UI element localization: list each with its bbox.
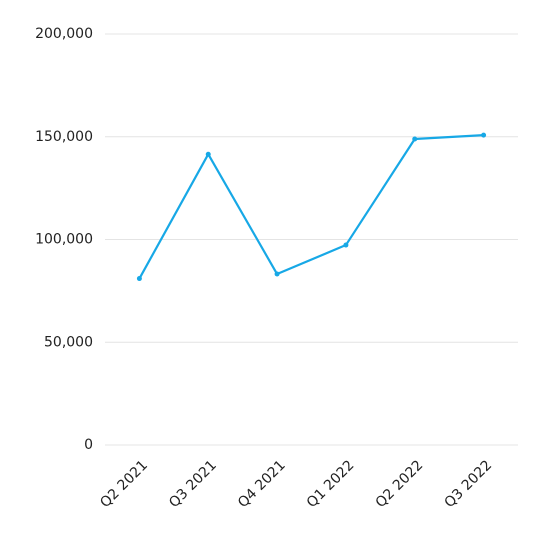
y-tick-label: 100,000: [35, 232, 93, 248]
y-tick-label: 50,000: [44, 334, 93, 350]
point: [274, 271, 280, 277]
x-tick-label: Q3 2022: [441, 457, 495, 511]
y-tick-label: 150,000: [35, 129, 93, 145]
point: [343, 242, 349, 248]
point: [136, 276, 142, 282]
y-tick-label: 200,000: [35, 26, 93, 42]
point: [481, 132, 487, 138]
x-tick-label: Q2 2022: [373, 457, 427, 511]
x-tick-label: Q1 2022: [304, 457, 358, 511]
point: [205, 151, 211, 157]
line: [138, 134, 484, 280]
x-tick-label: Q3 2021: [166, 457, 220, 511]
x-tick-label: Q2 2021: [97, 457, 151, 511]
point: [412, 136, 418, 142]
x-tick-label: Q4 2021: [235, 457, 289, 511]
y-tick-label: 0: [84, 437, 93, 453]
